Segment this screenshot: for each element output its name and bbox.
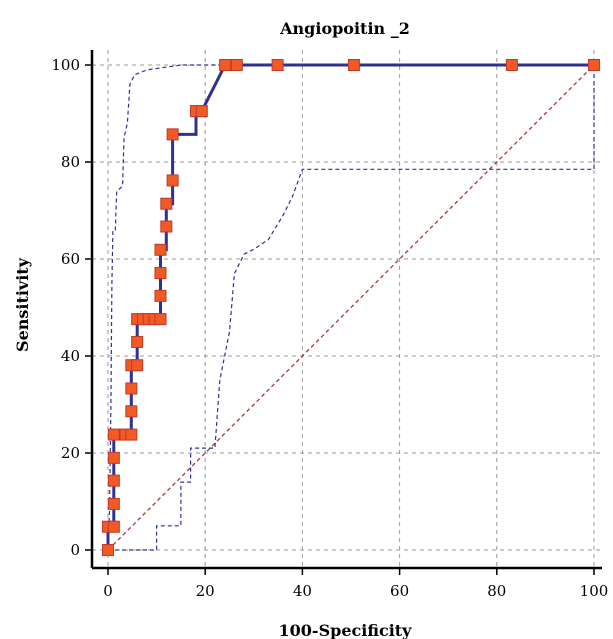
roc-point	[107, 428, 120, 441]
roc-point	[271, 59, 284, 71]
roc-point	[166, 174, 179, 187]
y-tick-label: 40	[61, 347, 80, 365]
roc-point	[166, 128, 179, 141]
roc-point	[107, 474, 120, 487]
x-tick-label: 40	[293, 582, 312, 600]
x-tick-label: 0	[103, 582, 113, 600]
x-ticks: 0 20 40 60 80 100	[103, 568, 608, 600]
roc-point	[154, 243, 167, 256]
reference-diagonal-line	[107, 64, 595, 551]
x-tick-label: 100	[580, 582, 609, 600]
chart-title: Angiopoitin _2	[279, 19, 410, 38]
roc-point	[160, 220, 173, 233]
roc-point	[107, 497, 120, 510]
y-tick-label: 20	[61, 444, 80, 462]
roc-point	[195, 105, 208, 118]
x-axis-label: 100-Specificity	[279, 621, 413, 639]
x-tick-label: 80	[487, 582, 506, 600]
y-tick-label: 0	[70, 541, 80, 559]
y-axis-label: Sensitivity	[13, 257, 32, 352]
roc-point	[505, 59, 518, 71]
y-ticks: 0 20 40 60 80 100	[51, 56, 92, 559]
roc-point	[230, 59, 243, 71]
roc-point	[125, 405, 138, 418]
roc-point	[219, 59, 232, 71]
x-tick-label: 60	[390, 582, 409, 600]
roc-markers	[102, 59, 600, 556]
ci-upper-line	[107, 64, 594, 551]
y-tick-label: 100	[51, 56, 80, 74]
roc-point	[347, 59, 360, 71]
roc-point	[154, 267, 167, 280]
roc-point	[125, 382, 138, 395]
roc-point	[154, 313, 167, 326]
roc-point	[102, 544, 114, 556]
confidence-bands	[107, 64, 595, 551]
roc-point	[125, 428, 138, 441]
x-tick-label: 20	[196, 582, 215, 600]
roc-point	[107, 520, 120, 533]
y-tick-label: 80	[61, 153, 80, 171]
roc-point	[107, 451, 120, 464]
axes	[90, 50, 602, 570]
roc-point	[588, 59, 600, 71]
y-tick-label: 60	[61, 250, 80, 268]
roc-point	[131, 359, 144, 372]
roc-point	[154, 289, 167, 302]
reference-line-group	[107, 64, 595, 551]
roc-point	[131, 335, 144, 348]
roc-point	[160, 197, 173, 210]
